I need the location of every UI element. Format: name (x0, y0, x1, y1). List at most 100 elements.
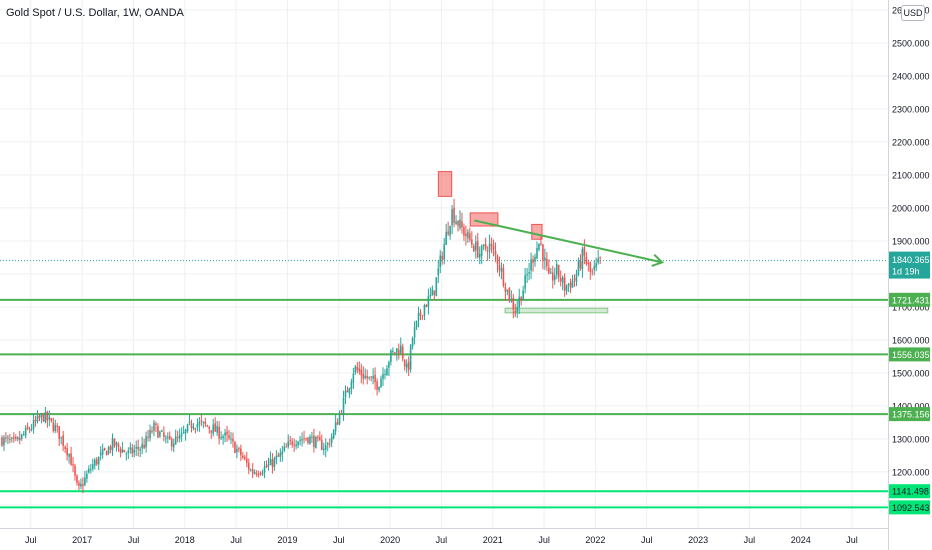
time-tick-label: 2019 (277, 535, 297, 545)
candle-body (532, 259, 534, 263)
candle-body (206, 425, 209, 427)
level-label-box (889, 484, 930, 499)
candle-body (147, 436, 149, 438)
time-axis-bg (0, 528, 888, 550)
candle-body (315, 436, 317, 449)
price-tick-label: 1200.000 (892, 467, 930, 477)
candle-body (269, 458, 272, 465)
candle-body (419, 312, 422, 316)
candle-body (368, 376, 370, 378)
candle-body (105, 451, 108, 456)
candle-body (58, 425, 61, 440)
price-level-labels: 1721.431 1556.035 1375.156 1141.498 1092.543… (889, 251, 930, 515)
candle-body (299, 439, 301, 442)
candle-body (56, 425, 59, 427)
candle-body (307, 437, 309, 443)
last-price-box (889, 251, 930, 279)
candle-body (449, 225, 451, 236)
candle-body (62, 435, 64, 446)
trend-arrowhead (651, 253, 665, 267)
candle-body (518, 296, 521, 308)
candle-body (279, 452, 282, 457)
price-tick-label: 1500.000 (892, 368, 930, 378)
candle-body (287, 441, 290, 447)
candle-body (372, 376, 374, 379)
candle-body (561, 277, 564, 283)
candle-body (332, 430, 335, 439)
candle-body (214, 423, 216, 432)
time-tick-label: Jul (230, 535, 242, 545)
candle-body (526, 274, 528, 276)
candle-body (66, 448, 68, 456)
candle-body (534, 256, 536, 262)
candle-body (386, 368, 388, 376)
candle-body (397, 349, 400, 354)
candle-body (319, 437, 321, 441)
candle-body (76, 475, 78, 483)
time-tick-label: Jul (25, 535, 37, 545)
candle-body (226, 431, 228, 435)
candle-body (109, 446, 112, 450)
candle-body (30, 428, 33, 430)
candle-body (137, 446, 139, 450)
candle-body (131, 447, 134, 454)
candle-body (303, 438, 305, 440)
candle-body (522, 290, 524, 301)
resistance-box (531, 223, 543, 240)
candle-body (265, 465, 268, 468)
candle-body (581, 248, 584, 270)
candle-body (571, 280, 574, 288)
candle-body (563, 277, 566, 291)
candle-body (524, 275, 526, 289)
candle-body (394, 352, 396, 354)
candle-body (13, 437, 15, 439)
candle-body (301, 439, 303, 441)
level-label-box (889, 292, 930, 307)
candle-body (478, 253, 481, 258)
candle-body (421, 315, 424, 317)
candle-body (176, 436, 179, 438)
candle-body (103, 447, 106, 450)
candle-body (36, 415, 39, 422)
candle-body (119, 448, 122, 453)
candle-body (457, 220, 459, 226)
candle-body (593, 266, 596, 270)
candle-body (5, 437, 7, 439)
candle-body (376, 381, 378, 390)
candle-body (121, 449, 124, 453)
candle-body (575, 274, 578, 282)
candle-body (190, 423, 193, 429)
price-tick-label: 2500.000 (892, 38, 930, 48)
candle-body (423, 305, 426, 316)
horizontal-levels (0, 260, 888, 509)
candle-body (163, 432, 165, 437)
candle-body (261, 472, 264, 475)
candle-body (599, 257, 601, 259)
candle-body (320, 440, 323, 450)
candle-body (409, 345, 412, 370)
time-axis[interactable]: Jul 2017 Jul 2018 Jul 2019 Jul 2020 Jul 2021 Jul 20… (0, 528, 888, 550)
candle-body (78, 482, 80, 486)
candle-body (542, 244, 544, 261)
candle-body (291, 441, 293, 445)
candle-body (141, 443, 143, 449)
candle-body (360, 369, 363, 376)
candle-body (172, 443, 175, 448)
candle-body (161, 430, 163, 432)
candle-body (583, 247, 586, 256)
currency-badge[interactable]: USD (901, 5, 925, 21)
candle-body (257, 473, 260, 475)
level-label-box (889, 407, 930, 422)
candle-body (370, 376, 372, 378)
candle-body (263, 466, 266, 473)
candle-body (567, 283, 570, 285)
candle-body (281, 451, 284, 455)
candle-body (135, 446, 138, 449)
candle-body (244, 456, 246, 459)
candle-body (50, 418, 53, 421)
candle-body (86, 473, 88, 479)
price-tick-label: 1700.000 (892, 302, 930, 312)
candle-body (528, 271, 530, 274)
candle-body (155, 423, 157, 425)
